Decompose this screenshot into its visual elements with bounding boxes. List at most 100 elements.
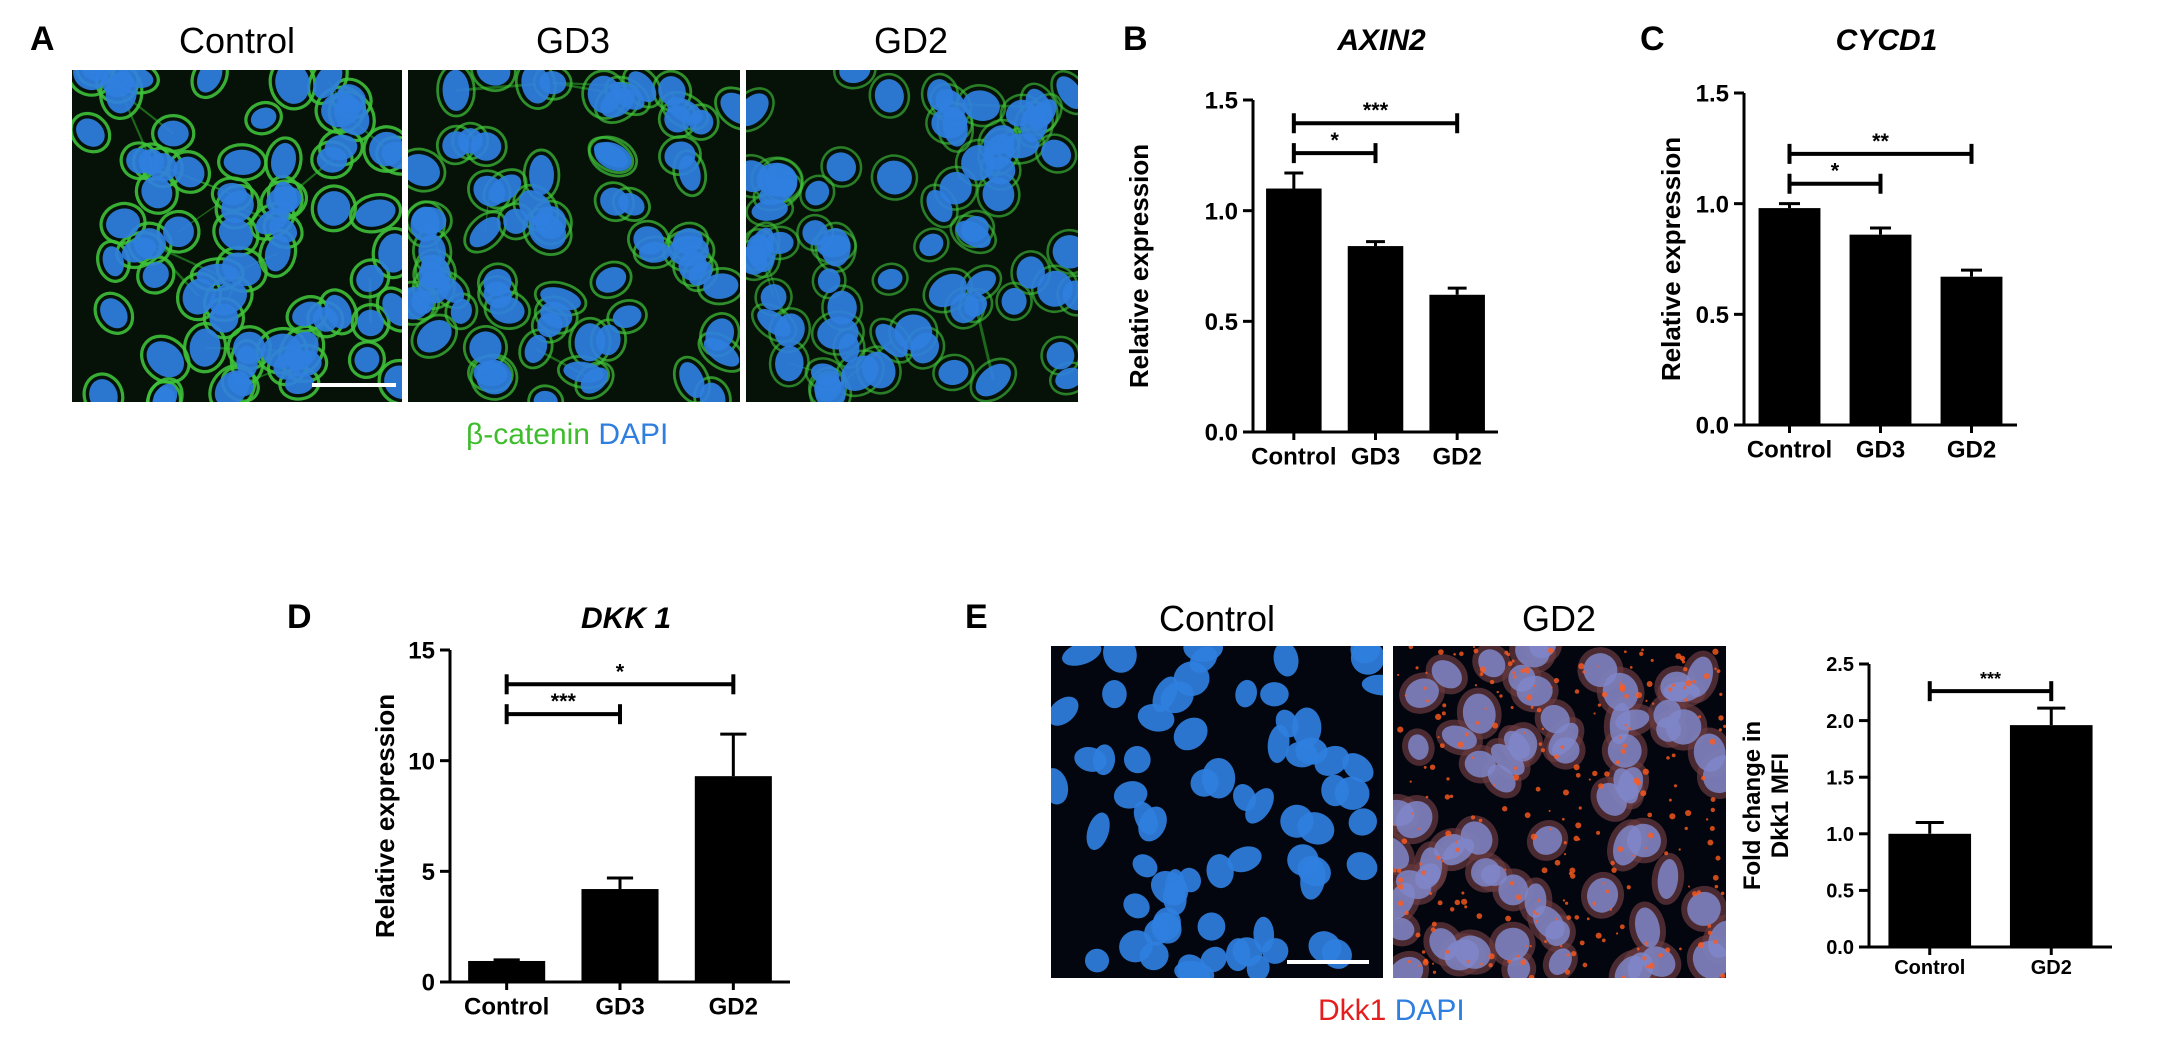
- nucleus: [961, 145, 996, 181]
- nucleus: [416, 319, 452, 353]
- nucleus: [1235, 679, 1257, 708]
- nucleus: [469, 331, 502, 364]
- dkk1-puncta: [1437, 736, 1440, 739]
- panel-label-b: B: [1123, 20, 1148, 58]
- dkk1-puncta: [1628, 727, 1631, 730]
- nucleus: [679, 362, 705, 398]
- nucleus: [1540, 704, 1570, 734]
- nucleus: [1137, 703, 1175, 732]
- dkk1-puncta: [1457, 741, 1464, 748]
- dkk1-puncta: [1489, 679, 1495, 685]
- nucleus: [939, 171, 972, 205]
- dkk1-puncta: [1442, 703, 1447, 708]
- dkk1-puncta: [1719, 692, 1723, 696]
- nucleus: [1524, 883, 1547, 918]
- dkk1-puncta: [1715, 855, 1721, 861]
- cell-membrane: [244, 100, 283, 136]
- nucleus: [418, 271, 450, 304]
- x-tick-label: GD3: [595, 993, 644, 1020]
- nucleus: [369, 131, 402, 167]
- nucleus: [457, 128, 483, 154]
- dkk1-puncta: [1421, 950, 1426, 954]
- dkk1-puncta: [1573, 835, 1580, 842]
- cell-membrane: [587, 136, 635, 174]
- y-tick-label: 0: [422, 970, 435, 997]
- dkk1-puncta: [1548, 809, 1551, 812]
- nucleus: [321, 92, 360, 128]
- nucleus: [610, 81, 645, 110]
- micro-title-gd2-e: GD2: [1521, 598, 1597, 639]
- significance-label: *: [616, 658, 625, 683]
- dkk1-puncta: [1512, 671, 1516, 675]
- nucleus: [540, 301, 573, 329]
- dkk1-puncta: [1455, 847, 1460, 852]
- nucleus: [1123, 746, 1151, 774]
- nucleus: [1583, 653, 1618, 687]
- cell-membrane: [871, 262, 909, 296]
- nucleus: [658, 76, 686, 106]
- nucleus: [1262, 938, 1289, 964]
- nucleus: [221, 190, 254, 223]
- nucleus: [1189, 646, 1218, 673]
- chart-title: CYCD1: [1836, 24, 1938, 57]
- nucleus: [227, 372, 254, 397]
- nucleus: [1280, 804, 1314, 838]
- nucleus: [805, 180, 830, 206]
- nucleus: [1292, 707, 1322, 748]
- nucleus: [357, 309, 384, 337]
- dkk1-puncta: [1642, 956, 1647, 961]
- dkk1-puncta: [1430, 927, 1436, 933]
- nucleus: [875, 323, 908, 358]
- dkk1-puncta: [1488, 953, 1495, 960]
- cell-membrane: [212, 211, 260, 257]
- nucleus: [1471, 858, 1501, 887]
- dkk1-puncta: [1671, 753, 1676, 758]
- nucleus: [450, 298, 472, 324]
- significance-label: *: [1330, 127, 1339, 152]
- cell-membrane: [467, 169, 512, 213]
- micro-title-control-e: Control: [1158, 598, 1276, 639]
- nucleus: [1201, 757, 1236, 799]
- nucleus: [1037, 270, 1073, 307]
- dkk1-puncta: [1668, 687, 1673, 692]
- dkk1-puncta: [1718, 728, 1722, 732]
- micrograph-beta-catenin-control: [72, 70, 402, 402]
- dkk1-puncta: [1683, 667, 1688, 672]
- dkk1-puncta: [1641, 648, 1644, 652]
- dkk1-puncta: [1684, 826, 1688, 831]
- nucleus: [1275, 709, 1299, 738]
- nucleus: [196, 263, 239, 286]
- nucleus: [197, 70, 223, 93]
- dkk1-puncta: [1602, 882, 1605, 885]
- nucleus: [703, 273, 739, 299]
- dkk1-puncta: [1688, 885, 1691, 888]
- nucleus: [106, 208, 141, 239]
- dkk1-puncta: [1562, 789, 1570, 796]
- dkk1-puncta: [1615, 932, 1619, 935]
- nucleus: [142, 261, 169, 289]
- nucleus: [529, 154, 554, 195]
- dkk1-puncta: [1639, 651, 1644, 656]
- dkk1-puncta: [1578, 806, 1582, 810]
- cell-membrane: [693, 376, 732, 402]
- nucleus: [483, 268, 512, 297]
- nucleus: [488, 174, 522, 204]
- panel-label-a: A: [30, 20, 55, 58]
- nucleus: [355, 199, 396, 227]
- dkk1-puncta: [1666, 756, 1670, 760]
- dkk1-puncta: [1710, 797, 1716, 802]
- dkk1-puncta: [1520, 668, 1525, 673]
- dkk1-puncta: [1565, 901, 1569, 905]
- dkk1-puncta: [1502, 806, 1508, 812]
- dkk1-puncta: [1611, 867, 1617, 873]
- dkk1-puncta: [1432, 962, 1435, 965]
- nucleus: [209, 282, 248, 316]
- nucleus: [1062, 646, 1102, 666]
- nucleus: [524, 334, 548, 363]
- nucleus: [1152, 907, 1181, 941]
- dkk1-puncta: [1454, 899, 1461, 906]
- nucleus: [1657, 858, 1679, 899]
- dkk1-puncta: [1550, 686, 1553, 689]
- dkk1-puncta: [1684, 698, 1688, 702]
- dkk1-puncta: [1579, 940, 1585, 946]
